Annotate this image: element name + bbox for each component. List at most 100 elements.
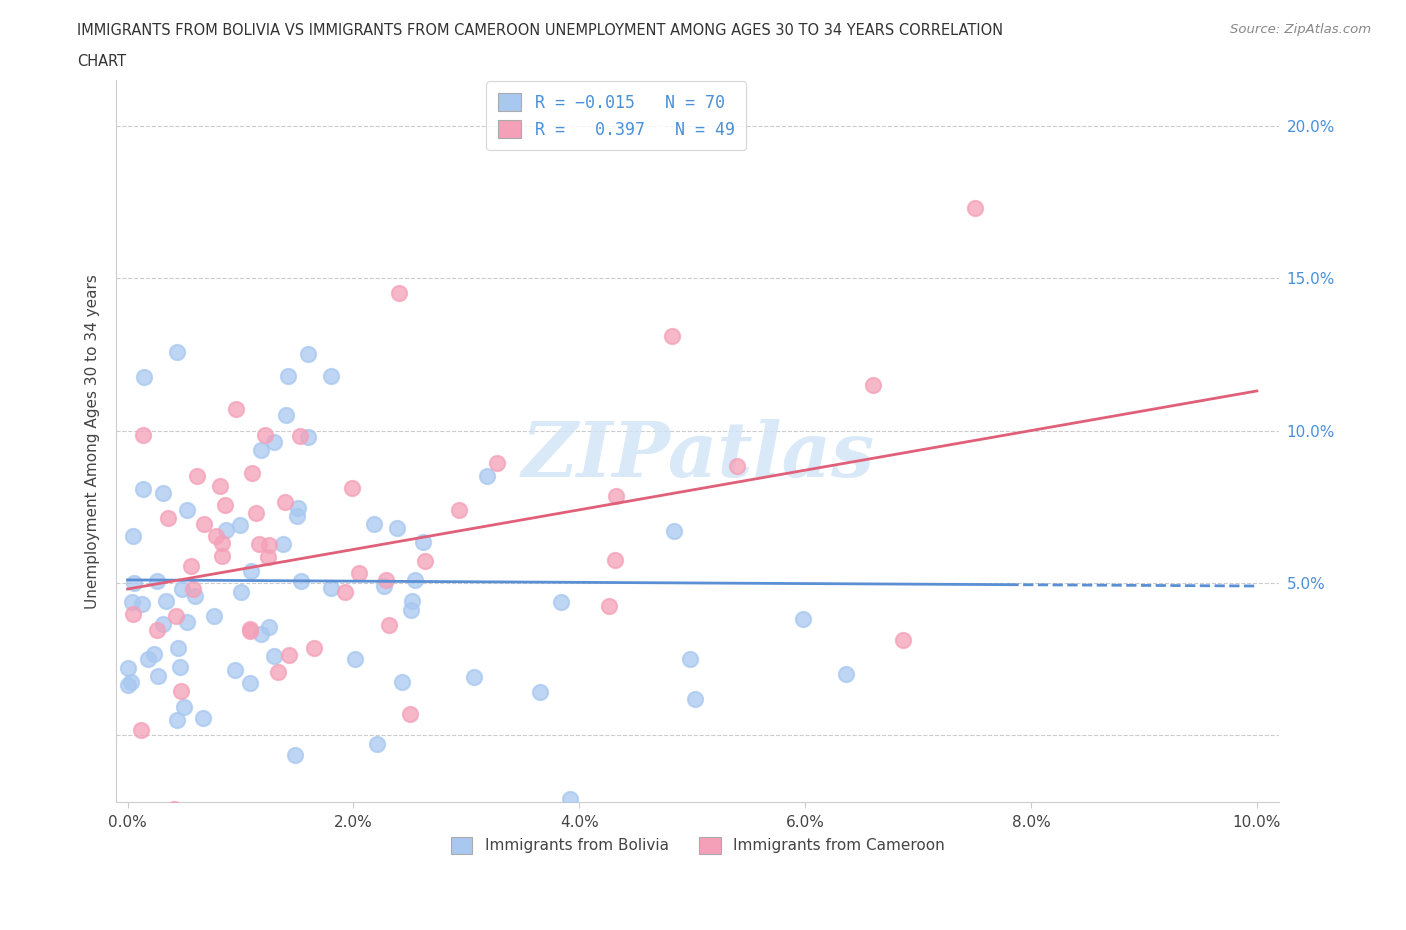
Point [184,588,207,603]
Point [181,581,204,596]
Point [284,747,307,762]
Point [662,524,685,538]
Point [560,791,582,806]
Point [176,615,198,630]
Point [550,594,572,609]
Point [211,549,233,564]
Point [132,428,155,443]
Point [278,648,301,663]
Point [373,578,395,593]
Y-axis label: Unemployment Among Ages 30 to 34 years: Unemployment Among Ages 30 to 34 years [86,273,100,608]
Point [463,670,485,684]
Point [263,648,285,663]
Point [263,434,285,449]
Point [145,622,167,637]
Point [297,347,319,362]
Point [287,501,309,516]
Point [165,608,187,623]
Point [257,619,280,634]
Point [170,684,193,698]
Point [253,428,276,443]
Point [229,585,252,600]
Point [224,662,246,677]
Point [891,632,914,647]
Point [167,640,190,655]
Text: Source: ZipAtlas.com: Source: ZipAtlas.com [1230,23,1371,36]
Point [277,369,299,384]
Point [413,553,436,568]
Point [605,489,627,504]
Point [290,574,312,589]
Point [170,581,193,596]
Point [679,652,702,667]
Point [152,617,174,631]
Point [412,535,434,550]
Point [683,691,706,706]
Point [271,537,294,551]
Point [229,517,252,532]
Point [163,802,186,817]
Point [335,585,357,600]
Point [387,286,409,301]
Point [145,573,167,588]
Point [134,369,156,384]
Point [297,430,319,445]
Point [148,669,170,684]
Point [398,707,420,722]
Point [486,456,509,471]
Point [250,627,273,642]
Point [475,469,498,484]
Point [319,368,342,383]
Point [378,618,401,632]
Point [257,550,280,565]
Point [240,564,263,578]
Point [152,485,174,500]
Point [963,201,986,216]
Point [285,509,308,524]
Point [156,511,179,525]
Point [239,621,262,636]
Point [447,502,470,517]
Point [404,572,426,587]
Point [239,675,262,690]
Point [121,674,143,689]
Point [399,602,422,617]
Point [132,481,155,496]
Point [321,580,343,595]
Point [180,558,202,573]
Point [207,836,229,851]
Point [173,699,195,714]
Point [121,595,143,610]
Point [603,552,626,567]
Point [121,606,143,621]
Point [250,443,273,458]
Point [215,523,238,538]
Point [225,402,247,417]
Point [342,481,364,496]
Point [122,576,145,591]
Point [121,528,143,543]
Point [249,536,271,551]
Point [117,677,139,692]
Point [242,466,264,481]
Point [117,660,139,675]
Point [214,498,236,512]
Point [202,608,225,623]
Point [661,328,683,343]
Point [290,428,312,443]
Text: CHART: CHART [77,54,127,69]
Text: ZIPatlas: ZIPatlas [522,418,875,493]
Point [155,593,177,608]
Point [374,573,396,588]
Point [725,458,748,473]
Point [142,647,165,662]
Point [366,737,388,751]
Point [193,516,215,531]
Point [166,344,188,359]
Point [131,596,153,611]
Point [245,506,267,521]
Point [274,495,297,510]
Legend: Immigrants from Bolivia, Immigrants from Cameroon: Immigrants from Bolivia, Immigrants from… [444,830,950,859]
Point [363,516,385,531]
Point [835,667,858,682]
